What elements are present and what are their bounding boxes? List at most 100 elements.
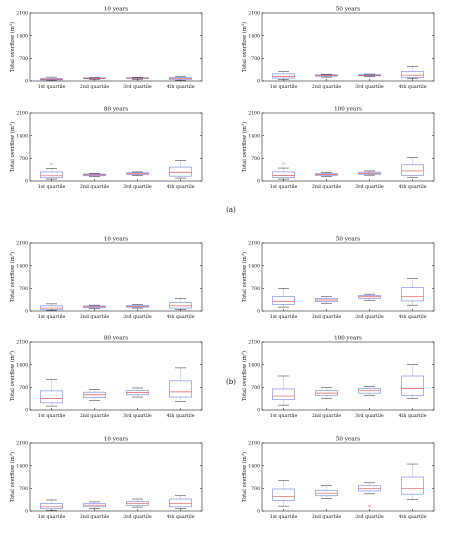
y-tick-label: 1400 xyxy=(16,362,28,368)
y-tick-label: 1400 xyxy=(16,33,28,39)
y-tick-label: 2100 xyxy=(16,111,28,117)
category-label: 1st quartile xyxy=(270,84,298,90)
y-tick-label: 1400 xyxy=(248,463,260,469)
chart-title: 10 years xyxy=(104,437,128,443)
y-tick-label: 1400 xyxy=(248,33,260,39)
plot-frame xyxy=(29,112,203,182)
category-label: 4th quartile xyxy=(398,514,426,520)
iqr-box xyxy=(169,166,192,177)
y-tick-label: 700 xyxy=(19,286,28,292)
plot-frame xyxy=(261,112,435,182)
category-label: 3rd quartile xyxy=(123,314,152,320)
category-label: 1st quartile xyxy=(38,84,66,90)
y-tick-label: 0 xyxy=(25,309,28,315)
y-tick-label: 2100 xyxy=(16,441,28,447)
iqr-box xyxy=(272,171,295,178)
category-label: 1st quartile xyxy=(38,314,66,320)
iqr-box xyxy=(401,287,424,302)
chart-title: 50 years xyxy=(336,7,360,13)
plot-frame xyxy=(261,242,435,312)
category-label: 4th quartile xyxy=(166,413,194,419)
y-tick-label: 700 xyxy=(19,56,28,62)
y-tick-label: 1400 xyxy=(248,133,260,139)
chart-title: 50 years xyxy=(336,237,360,243)
chart-title: 80 years xyxy=(104,336,128,342)
y-tick-label: 1400 xyxy=(16,463,28,469)
category-label: 2nd quartile xyxy=(80,314,109,320)
category-label: 3rd quartile xyxy=(123,413,152,419)
y-tick-label: 0 xyxy=(257,179,260,185)
y-tick-label: 2100 xyxy=(16,11,28,17)
iqr-box xyxy=(401,476,424,495)
chart-title: 50 years xyxy=(336,437,360,443)
category-label: 3rd quartile xyxy=(355,84,384,90)
y-axis-label: Total overflow (m3) xyxy=(9,122,16,172)
category-label: 4th quartile xyxy=(398,413,426,419)
y-tick-label: 0 xyxy=(25,179,28,185)
y-tick-label: 0 xyxy=(257,509,260,515)
iqr-box xyxy=(272,488,295,501)
category-label: 2nd quartile xyxy=(312,514,341,520)
y-tick-label: 0 xyxy=(257,309,260,315)
y-tick-label: 700 xyxy=(19,156,28,162)
y-tick-label: 2100 xyxy=(248,11,260,17)
category-label: 1st quartile xyxy=(270,184,298,190)
y-axis-label: Total overflow (m3) xyxy=(241,351,248,401)
outlier-point xyxy=(368,505,371,508)
y-tick-label: 700 xyxy=(251,286,260,292)
category-label: 1st quartile xyxy=(38,184,66,190)
category-label: 4th quartile xyxy=(166,314,194,320)
category-label: 3rd quartile xyxy=(355,314,384,320)
iqr-box xyxy=(401,70,424,78)
y-tick-label: 0 xyxy=(25,408,28,414)
category-label: 4th quartile xyxy=(398,314,426,320)
y-tick-label: 700 xyxy=(251,56,260,62)
category-label: 3rd quartile xyxy=(355,413,384,419)
plot-frame xyxy=(29,242,203,312)
y-tick-label: 1400 xyxy=(248,362,260,368)
iqr-box xyxy=(40,503,63,510)
figure-label-a: (a) xyxy=(226,206,236,214)
outlier-point xyxy=(50,162,53,165)
y-tick-label: 700 xyxy=(19,486,28,492)
category-label: 2nd quartile xyxy=(80,184,109,190)
y-tick-label: 0 xyxy=(257,79,260,85)
y-tick-label: 700 xyxy=(251,156,260,162)
y-axis-label: Total overflow (m3) xyxy=(9,452,16,502)
plot-frame xyxy=(29,12,203,82)
y-axis-label: Total overflow (m3) xyxy=(241,122,248,172)
y-axis-label: Total overflow (m3) xyxy=(9,252,16,302)
chart-title: 100 years xyxy=(334,336,362,342)
chart-title: 80 years xyxy=(104,107,128,113)
category-label: 1st quartile xyxy=(270,413,298,419)
iqr-box xyxy=(40,305,63,310)
category-label: 2nd quartile xyxy=(312,184,341,190)
y-axis-label: Total overflow (m3) xyxy=(241,22,248,72)
category-label: 1st quartile xyxy=(270,514,298,520)
category-label: 4th quartile xyxy=(166,184,194,190)
chart-title: 100 years xyxy=(334,107,362,113)
y-tick-label: 1400 xyxy=(16,263,28,269)
category-label: 4th quartile xyxy=(398,184,426,190)
y-tick-label: 0 xyxy=(25,79,28,85)
iqr-box xyxy=(40,390,63,404)
category-label: 2nd quartile xyxy=(80,413,109,419)
outlier-point xyxy=(282,162,285,165)
category-label: 1st quartile xyxy=(38,514,66,520)
y-tick-label: 1400 xyxy=(248,263,260,269)
category-label: 2nd quartile xyxy=(312,413,341,419)
category-label: 2nd quartile xyxy=(312,84,341,90)
category-label: 1st quartile xyxy=(270,314,298,320)
iqr-box xyxy=(169,498,192,508)
